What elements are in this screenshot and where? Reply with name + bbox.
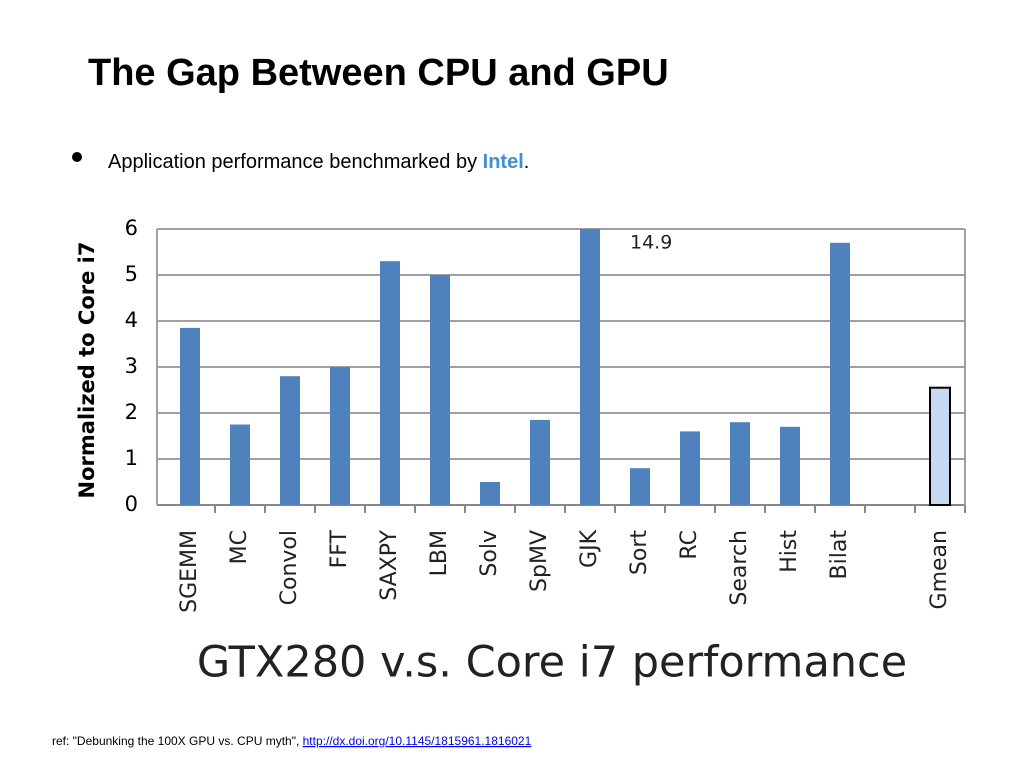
- x-tick-label: FFT: [327, 529, 352, 568]
- x-tick-label: GJK: [577, 529, 602, 568]
- y-tick-label: 3: [125, 354, 138, 378]
- bar: [680, 431, 700, 505]
- y-tick-label: 6: [125, 216, 138, 240]
- bars: [180, 229, 951, 507]
- x-tick-label: Hist: [777, 530, 802, 573]
- y-tick-label: 2: [125, 400, 138, 424]
- chart-title: GTX280 v.s. Core i7 performance: [197, 638, 907, 688]
- bar: [380, 261, 400, 505]
- value-label: 14.9: [630, 232, 672, 254]
- bar: [730, 422, 750, 505]
- y-tick-label: 1: [125, 446, 138, 470]
- bar: [630, 468, 650, 505]
- x-tick-label: MC: [227, 530, 252, 564]
- x-tick-label: Convol: [277, 530, 302, 605]
- bullet-text: Application performance benchmarked by I…: [108, 151, 529, 173]
- bar: [929, 386, 951, 507]
- bar: [580, 229, 600, 506]
- x-tick-label: LBM: [427, 530, 452, 576]
- y-tick-label: 5: [125, 262, 138, 286]
- x-tick-label: SAXPY: [377, 529, 402, 600]
- bar: [280, 376, 300, 505]
- bullet-main: Application performance benchmarked by: [108, 151, 483, 173]
- x-tick-label: Bilat: [827, 530, 852, 580]
- bar: [180, 327, 200, 505]
- y-axis-label: Normalized to Core i7: [75, 242, 99, 499]
- bar: [330, 367, 350, 505]
- bar: [780, 426, 800, 505]
- x-tick-label: Gmean: [927, 530, 952, 609]
- reference-text: ref: "Debunking the 100X GPU vs. CPU myt…: [52, 734, 303, 748]
- bar: [480, 482, 500, 505]
- bar: [530, 419, 550, 505]
- x-tick-label: Search: [727, 530, 752, 606]
- y-tick-label: 4: [125, 308, 138, 332]
- x-tick-label: Solv: [477, 530, 502, 577]
- bar: [230, 424, 250, 505]
- reference-link[interactable]: http://dx.doi.org/10.1145/1815961.181602…: [303, 734, 532, 748]
- x-tick-label: SpMV: [527, 530, 552, 592]
- x-tick-label: RC: [677, 530, 702, 560]
- x-tick-label: Sort: [627, 530, 652, 575]
- bullet-dot: [72, 152, 82, 162]
- reference: ref: "Debunking the 100X GPU vs. CPU myt…: [52, 734, 532, 748]
- x-tick-label: SGEMM: [177, 530, 202, 613]
- bullet-end: .: [524, 151, 530, 173]
- bullet-highlight: Intel: [483, 151, 524, 173]
- y-tick-label: 0: [125, 492, 138, 516]
- bar: [830, 242, 850, 506]
- bar: [430, 275, 450, 505]
- slide-title: The Gap Between CPU and GPU: [88, 52, 669, 94]
